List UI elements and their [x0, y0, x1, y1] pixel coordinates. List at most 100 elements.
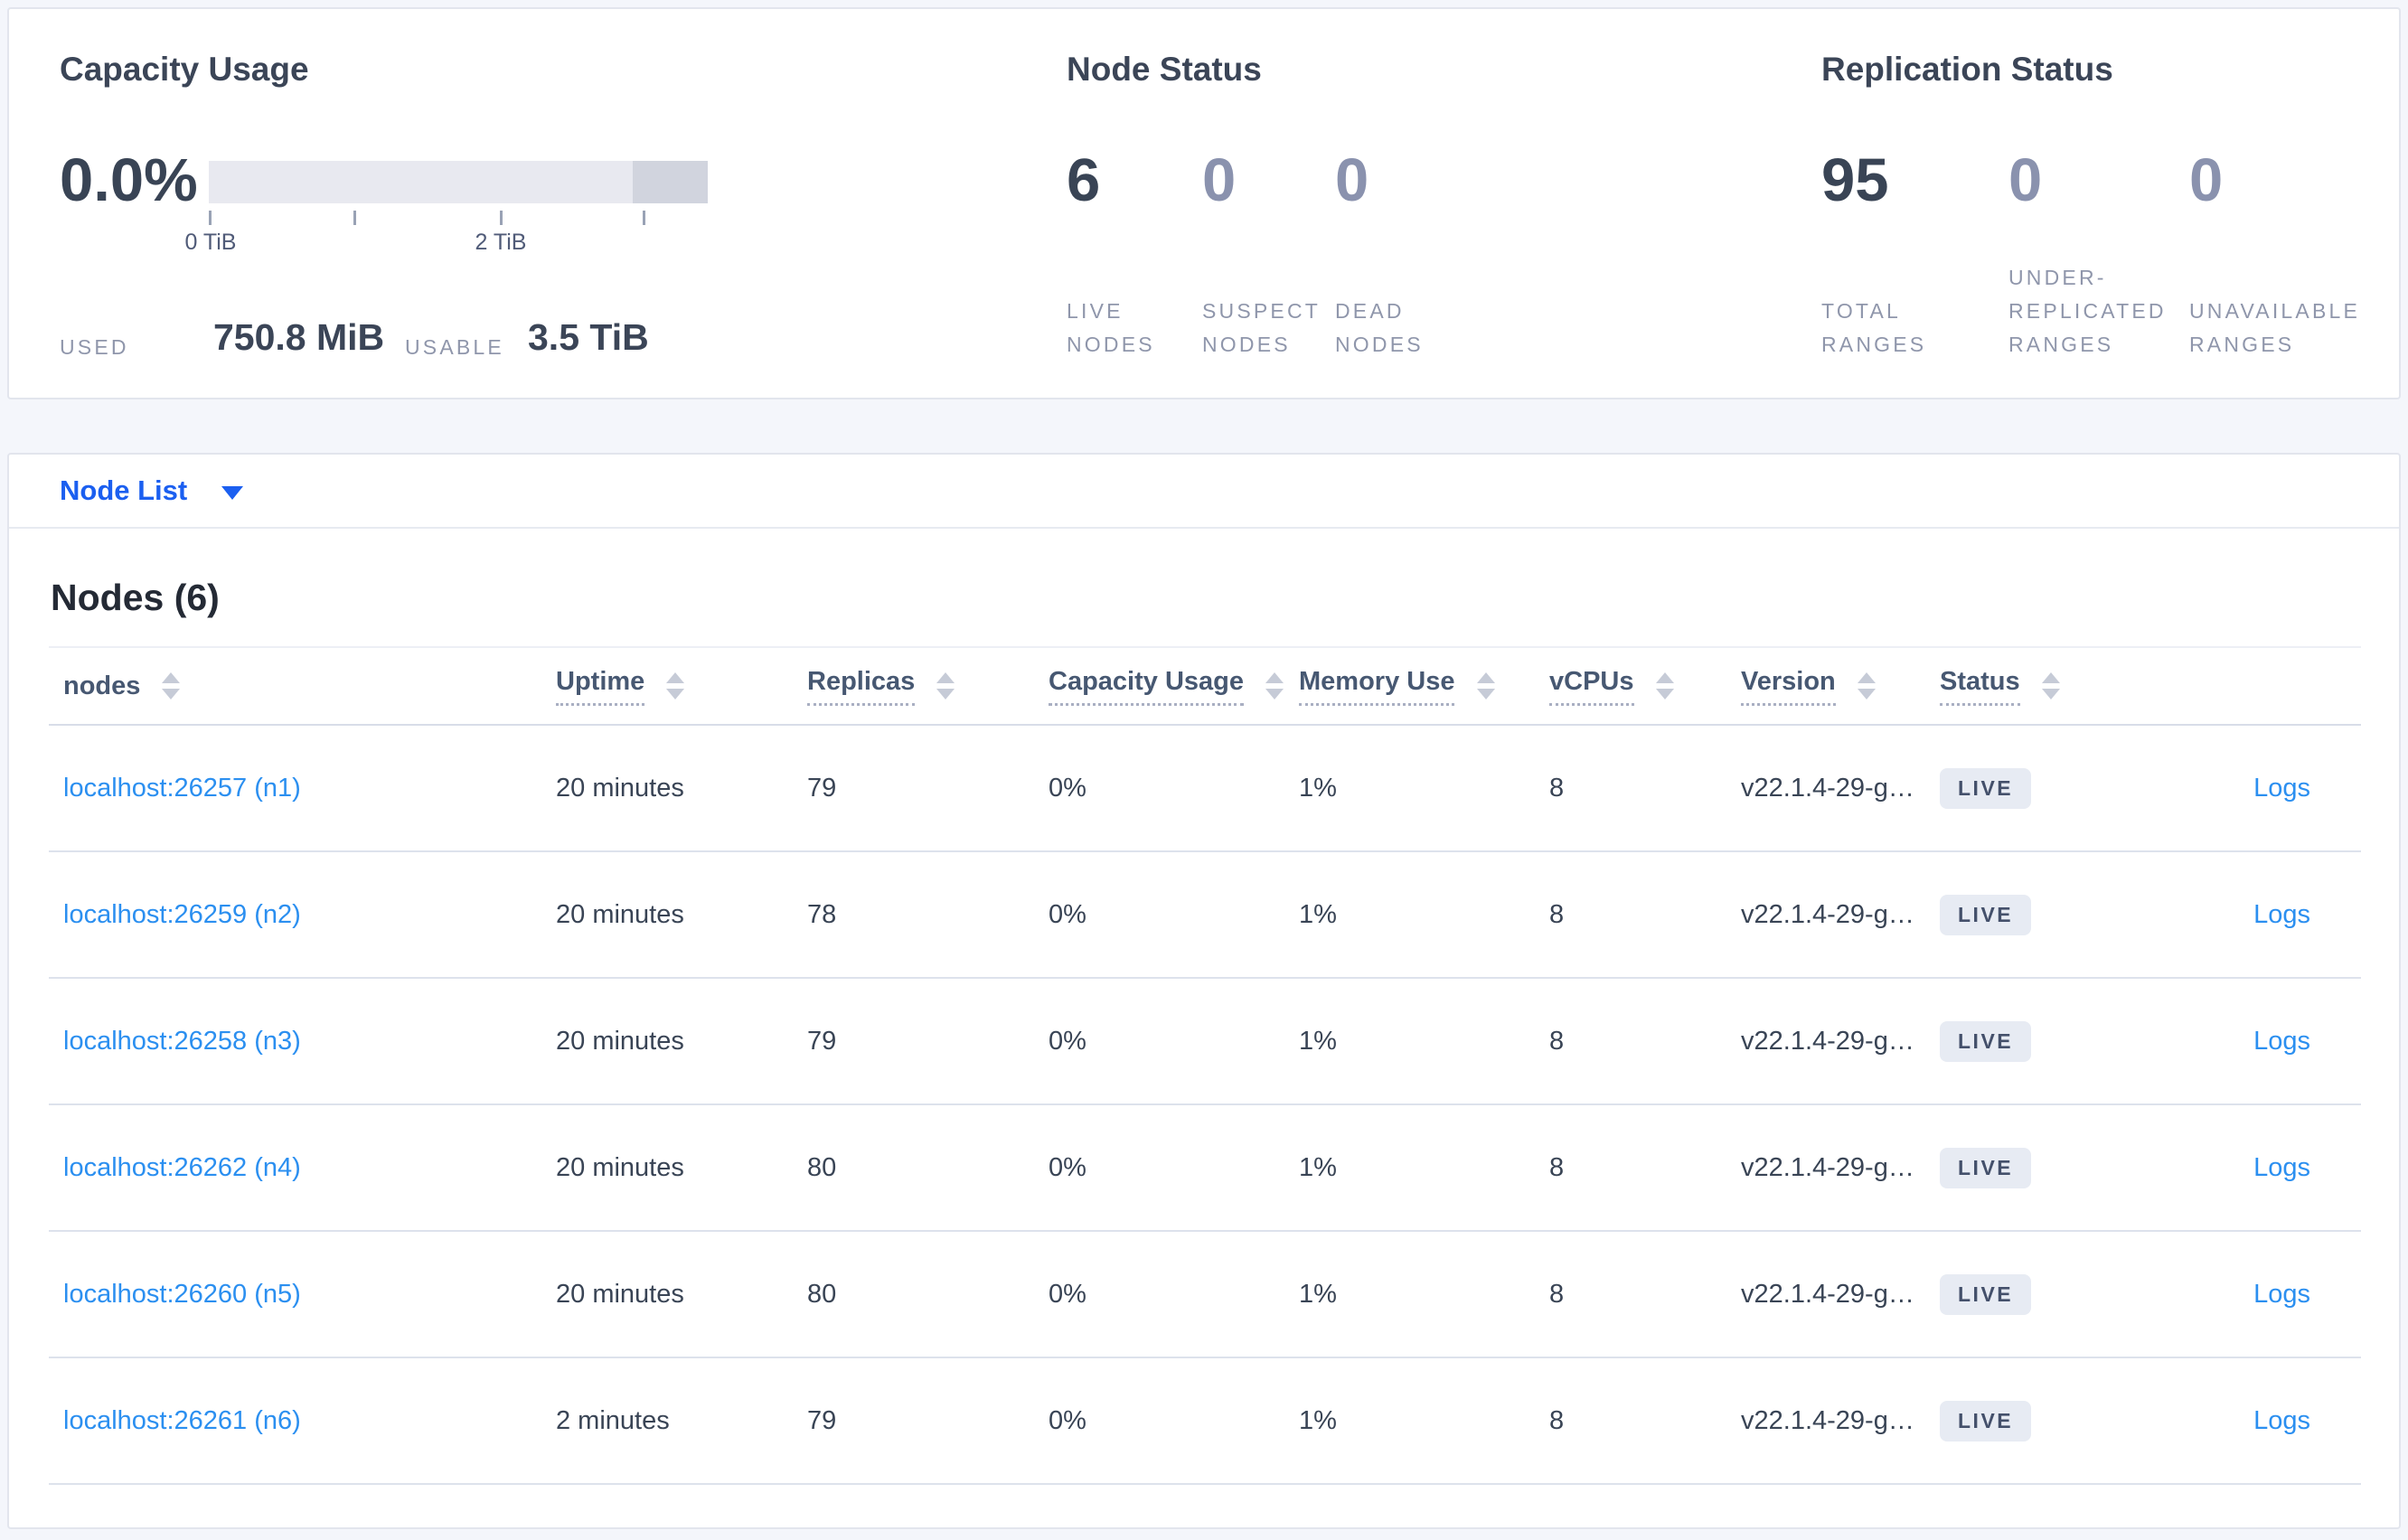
sort-icon [936, 672, 955, 700]
vcpus-cell: 8 [1535, 978, 1726, 1105]
sort-icon [1476, 672, 1495, 700]
total-ranges-stat: 95 TOTAL RANGES [1821, 145, 2008, 362]
nodes-table-section: Nodes (6) nodes Uptime [9, 576, 2399, 1485]
uptime-cell: 20 minutes [541, 1231, 793, 1358]
dead-nodes-label: DEAD NODES [1335, 299, 1424, 356]
uptime-cell: 20 minutes [541, 978, 793, 1105]
capacity-usage-cell: 0% [1034, 851, 1284, 979]
axis-tick [643, 211, 645, 225]
node-list-dropdown-label: Node List [60, 474, 188, 506]
logs-link[interactable]: Logs [2253, 1279, 2310, 1309]
node-link[interactable]: localhost:26257 (n1) [63, 773, 301, 803]
vcpus-cell: 8 [1535, 851, 1726, 979]
capacity-usage-cell: 0% [1034, 978, 1284, 1105]
nodes-heading: Nodes (6) [51, 577, 220, 618]
vcpus-cell: 8 [1535, 1357, 1726, 1485]
column-header-status[interactable]: Status [1925, 646, 2115, 726]
suspect-nodes-value: 0 [1202, 146, 1237, 214]
node-link[interactable]: localhost:26258 (n3) [63, 1026, 301, 1056]
logs-link[interactable]: Logs [2253, 773, 2310, 803]
status-badge: LIVE [1940, 1273, 2032, 1315]
usable-label: USABLE [405, 335, 504, 359]
version-cell: v22.1.4-29-g… [1726, 851, 1925, 979]
usable-value: 3.5 TiB [528, 316, 649, 358]
suspect-nodes-stat: 0 SUSPECT NODES [1202, 145, 1335, 362]
column-header-logs [2115, 646, 2361, 726]
uptime-cell: 2 minutes [541, 1357, 793, 1485]
capacity-usage-cell: 0% [1034, 1357, 1284, 1485]
capacity-usage-title: Capacity Usage [60, 51, 309, 88]
column-header-capacity-usage[interactable]: Capacity Usage [1034, 646, 1284, 726]
sort-icon [1857, 672, 1876, 700]
column-header-vcpus[interactable]: vCPUs [1535, 646, 1726, 726]
version-cell: v22.1.4-29-g… [1726, 725, 1925, 852]
axis-tick-label: 2 TiB [475, 230, 527, 255]
column-header-memory-use[interactable]: Memory Use [1284, 646, 1535, 726]
logs-link[interactable]: Logs [2253, 1026, 2310, 1056]
capacity-usage-cell: 0% [1034, 725, 1284, 852]
replication-status-panel: Replication Status 95 TOTAL RANGES 0 UND… [1821, 49, 2400, 398]
live-nodes-stat: 6 LIVE NODES [1067, 145, 1202, 362]
status-badge: LIVE [1940, 1400, 2032, 1441]
memory-use-cell: 1% [1284, 851, 1535, 979]
memory-use-cell: 1% [1284, 725, 1535, 852]
replication-status-title: Replication Status [1821, 51, 2113, 88]
column-header-uptime[interactable]: Uptime [541, 646, 793, 726]
table-row: localhost:26257 (n1) 20 minutes 79 0% 1%… [49, 725, 2361, 852]
memory-use-cell: 1% [1284, 1231, 1535, 1358]
axis-tick-label: 0 TiB [184, 230, 237, 255]
used-value: 750.8 MiB [213, 316, 385, 358]
vcpus-cell: 8 [1535, 725, 1726, 852]
replicas-cell: 80 [793, 1231, 1034, 1358]
table-row: localhost:26259 (n2) 20 minutes 78 0% 1%… [49, 851, 2361, 979]
version-cell: v22.1.4-29-g… [1726, 1104, 1925, 1232]
total-ranges-value: 95 [1821, 146, 1889, 214]
version-cell: v22.1.4-29-g… [1726, 978, 1925, 1105]
dead-nodes-value: 0 [1335, 146, 1369, 214]
replicas-cell: 79 [793, 1357, 1034, 1485]
node-link[interactable]: localhost:26262 (n4) [63, 1152, 301, 1182]
unavailable-ranges-value: 0 [2189, 146, 2224, 214]
node-list-card: Node List Nodes (6) nodes Uptime [7, 453, 2401, 1529]
suspect-nodes-label: SUSPECT NODES [1202, 299, 1321, 356]
live-nodes-label: LIVE NODES [1067, 299, 1155, 356]
node-link[interactable]: localhost:26260 (n5) [63, 1279, 301, 1309]
node-list-dropdown-bar: Node List [9, 455, 2399, 529]
nodes-table: nodes Uptime Replicas Capacity Usage [49, 646, 2361, 1485]
column-header-version[interactable]: Version [1726, 646, 1925, 726]
under-replicated-ranges-label: UNDER-REPLICATED RANGES [2008, 266, 2167, 356]
node-link[interactable]: localhost:26261 (n6) [63, 1405, 301, 1435]
replicas-cell: 78 [793, 851, 1034, 979]
replicas-cell: 79 [793, 978, 1034, 1105]
logs-link[interactable]: Logs [2253, 1405, 2310, 1435]
status-badge: LIVE [1940, 1147, 2032, 1188]
status-badge: LIVE [1940, 894, 2032, 935]
node-list-dropdown[interactable]: Node List [60, 474, 244, 507]
capacity-percent-value: 0.0% [60, 146, 198, 214]
capacity-usage-cell: 0% [1034, 1104, 1284, 1232]
sort-icon [1655, 672, 1674, 700]
uptime-cell: 20 minutes [541, 851, 793, 979]
replicas-cell: 80 [793, 1104, 1034, 1232]
table-header-row: nodes Uptime Replicas Capacity Usage [49, 646, 2361, 726]
version-cell: v22.1.4-29-g… [1726, 1231, 1925, 1358]
axis-tick [209, 211, 212, 225]
used-label: USED [60, 335, 129, 359]
memory-use-cell: 1% [1284, 978, 1535, 1105]
column-header-nodes[interactable]: nodes [49, 646, 541, 726]
capacity-usage-panel: Capacity Usage 0.0% 0 TiB 2 TiB USED 750… [60, 49, 1018, 398]
memory-use-cell: 1% [1284, 1104, 1535, 1232]
replicas-cell: 79 [793, 725, 1034, 852]
logs-link[interactable]: Logs [2253, 1152, 2310, 1182]
node-link[interactable]: localhost:26259 (n2) [63, 899, 301, 929]
capacity-usage-gauge: 0 TiB 2 TiB [185, 161, 708, 255]
unavailable-ranges-label: UNAVAILABLE RANGES [2189, 299, 2361, 356]
vcpus-cell: 8 [1535, 1104, 1726, 1232]
sort-icon [2041, 672, 2060, 700]
node-status-title: Node Status [1067, 51, 1262, 88]
logs-link[interactable]: Logs [2253, 899, 2310, 929]
live-nodes-value: 6 [1067, 146, 1101, 214]
capacity-used-usable-row: USED 750.8 MiB USABLE 3.5 TiB [60, 316, 1018, 371]
column-header-replicas[interactable]: Replicas [793, 646, 1034, 726]
under-replicated-ranges-stat: 0 UNDER-REPLICATED RANGES [2008, 145, 2189, 362]
